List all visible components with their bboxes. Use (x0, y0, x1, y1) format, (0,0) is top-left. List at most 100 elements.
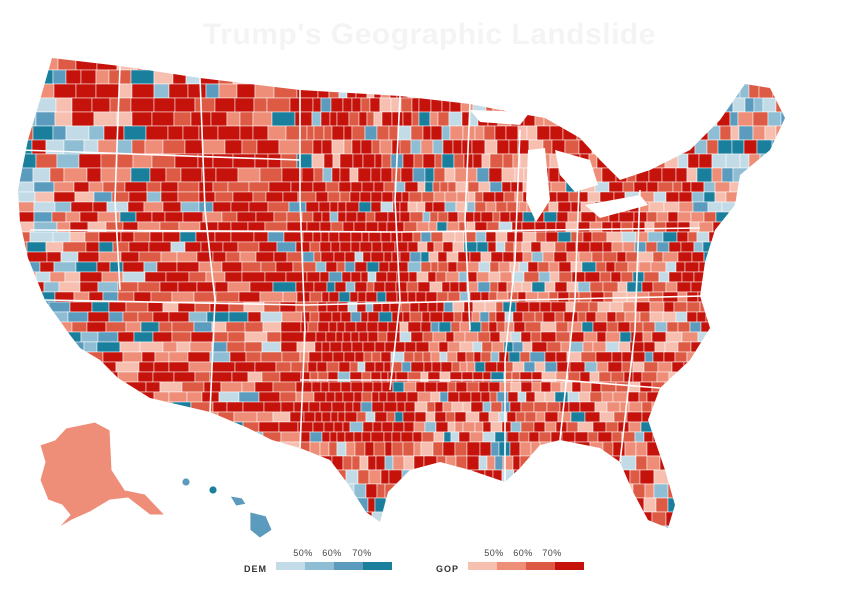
county (494, 191, 505, 203)
county (576, 125, 587, 141)
county (466, 201, 476, 213)
county (221, 261, 243, 273)
county (328, 321, 338, 333)
county (647, 231, 664, 243)
county (600, 125, 611, 141)
county (162, 301, 179, 313)
county (569, 361, 586, 373)
county (697, 441, 711, 457)
county (457, 251, 471, 263)
county (465, 411, 480, 423)
county (239, 125, 254, 141)
county (430, 321, 440, 333)
county (772, 291, 785, 303)
county (396, 291, 409, 303)
county (761, 511, 772, 527)
county (383, 251, 393, 263)
county (476, 167, 490, 183)
county (258, 241, 278, 253)
county (424, 421, 437, 433)
county (206, 311, 230, 323)
county (417, 281, 431, 293)
county (32, 125, 54, 141)
county (184, 139, 204, 155)
county (583, 511, 600, 527)
county (480, 251, 492, 263)
county (345, 441, 356, 457)
county (434, 401, 444, 413)
county (709, 441, 725, 457)
county (69, 371, 86, 383)
county (765, 261, 776, 273)
county (478, 411, 490, 423)
county (415, 341, 430, 353)
county (313, 281, 328, 293)
county (422, 351, 432, 363)
county (410, 525, 423, 528)
county (761, 483, 773, 499)
county (26, 241, 47, 253)
county (510, 381, 522, 393)
county (165, 167, 182, 183)
county (732, 291, 745, 303)
county (303, 411, 316, 423)
county (205, 525, 227, 528)
county (694, 525, 709, 528)
county (123, 125, 147, 141)
county (720, 311, 731, 323)
county (319, 221, 332, 233)
county (492, 483, 506, 499)
county (631, 111, 643, 127)
county (326, 281, 336, 293)
county (402, 311, 411, 323)
county (783, 261, 785, 273)
county (765, 361, 777, 373)
county (548, 201, 559, 213)
county (195, 231, 216, 243)
county (789, 422, 798, 432)
county (211, 361, 236, 373)
county (653, 191, 667, 203)
county (153, 391, 170, 403)
county (529, 351, 546, 363)
county (646, 181, 659, 193)
county (459, 361, 468, 373)
county (522, 231, 537, 243)
county (272, 381, 297, 393)
county (62, 241, 87, 253)
county (319, 525, 331, 528)
county (487, 241, 497, 253)
county (679, 497, 690, 513)
county (767, 191, 783, 203)
county (777, 211, 785, 223)
county (53, 261, 77, 273)
county (266, 331, 282, 343)
county (224, 441, 244, 457)
county (116, 153, 134, 169)
county (676, 281, 692, 293)
county (267, 231, 285, 243)
county (582, 231, 593, 243)
county (728, 211, 743, 223)
county (300, 431, 311, 443)
county (703, 211, 717, 223)
county (727, 497, 742, 513)
county (765, 231, 780, 243)
county (523, 361, 536, 373)
county (450, 431, 460, 443)
county (329, 111, 338, 127)
county (418, 111, 431, 127)
county (665, 261, 677, 273)
county (288, 201, 307, 213)
county (452, 139, 463, 155)
county (374, 211, 389, 223)
county (373, 525, 387, 528)
county (374, 411, 388, 423)
county (420, 251, 430, 263)
county (609, 301, 624, 313)
county (656, 211, 669, 223)
county (589, 281, 604, 293)
county (552, 69, 567, 85)
county (244, 321, 264, 333)
county (128, 401, 150, 413)
